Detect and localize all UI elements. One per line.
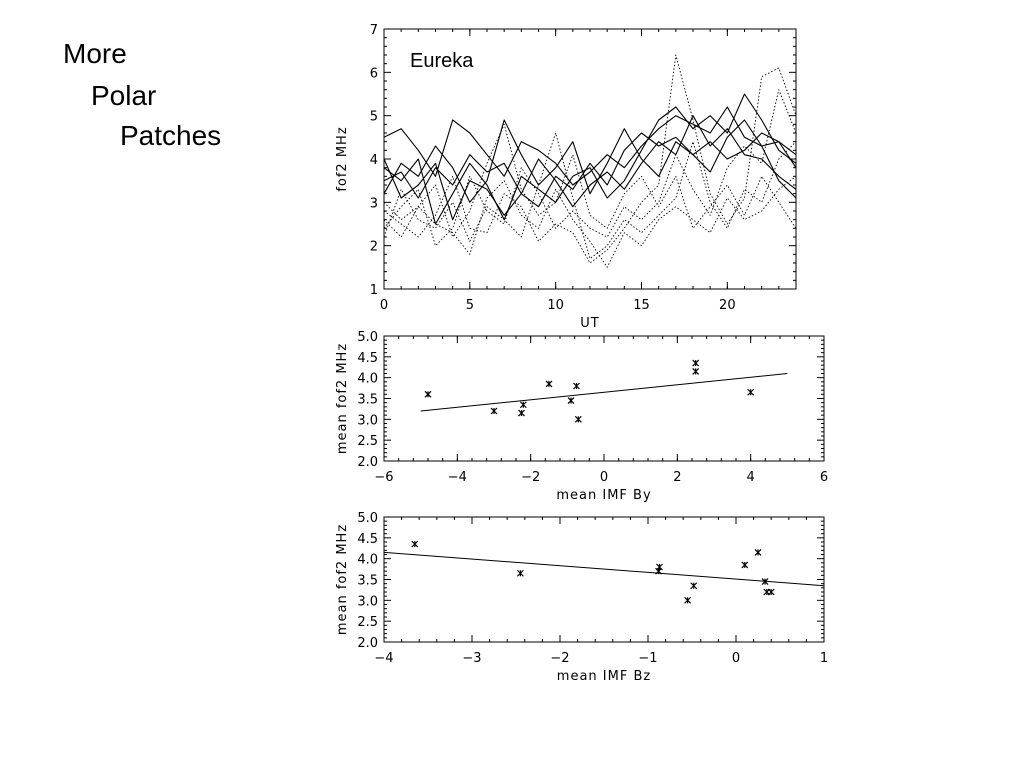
y-tick-label: 7 (370, 23, 378, 38)
x-tick-label: −6 (374, 470, 393, 485)
scatter-point (692, 367, 700, 375)
series-line (383, 54, 797, 264)
scatter-point (741, 561, 749, 569)
chart-2 (383, 335, 825, 462)
series-line (383, 106, 797, 186)
y-tick-label: 4.5 (357, 532, 378, 547)
series-line (383, 89, 797, 247)
x-tick-label: −4 (448, 470, 467, 485)
scatter-point (754, 548, 762, 556)
annotation-eureka: Eureka (410, 50, 474, 72)
x-tick-label: −4 (374, 651, 393, 666)
series-line (383, 93, 797, 225)
y-axis-label: fof2 MHz (335, 126, 350, 191)
scatter-point (545, 380, 553, 388)
x-axis-label: UT (580, 316, 599, 331)
x-tick-label: 0 (380, 298, 388, 313)
y-tick-label: 2.0 (357, 636, 378, 651)
y-tick-label: 1 (370, 283, 378, 298)
y-tick-label: 4 (370, 153, 378, 168)
plot-frame (383, 516, 825, 643)
x-tick-label: 10 (547, 298, 564, 313)
slide-title-line-2: Polar (91, 80, 157, 111)
x-tick-label: −1 (638, 651, 657, 666)
scatter-point (574, 415, 582, 423)
y-tick-label: 3.5 (357, 574, 378, 589)
scatter-point (692, 359, 700, 367)
y-tick-label: 3.5 (357, 393, 378, 408)
x-tick-label: −3 (462, 651, 481, 666)
series-line (383, 115, 797, 208)
chart-3 (383, 516, 825, 643)
scatter-point (518, 409, 525, 417)
chart-1 (383, 28, 797, 290)
x-tick-label: 1 (820, 651, 828, 666)
scatter-point (690, 582, 698, 590)
series-line (383, 132, 797, 221)
scatter-point (424, 390, 432, 398)
x-tick-label: −2 (521, 470, 540, 485)
fit-line (420, 373, 788, 412)
y-tick-label: 5.0 (357, 511, 378, 526)
scatter-point (567, 397, 575, 405)
y-axis-label: mean fof2 MHz (335, 524, 350, 635)
scatter-point (516, 569, 524, 577)
y-tick-label: 2.0 (357, 455, 378, 470)
y-tick-label: 5.0 (357, 330, 378, 345)
x-tick-label: 4 (747, 470, 755, 485)
y-tick-label: 2.5 (357, 434, 378, 449)
scatter-point (490, 407, 498, 415)
slide-title-line-1: More (63, 38, 127, 69)
x-tick-label: 2 (673, 470, 681, 485)
y-axis-label: mean fof2 MHz (335, 343, 350, 454)
series-line (383, 175, 797, 268)
scatter-point (656, 563, 663, 571)
y-tick-label: 5 (370, 110, 378, 125)
y-tick-label: 2.5 (357, 615, 378, 630)
y-tick-label: 4.0 (357, 372, 378, 387)
x-tick-label: 20 (719, 298, 736, 313)
x-axis-label: mean IMF Bz (557, 669, 651, 684)
x-axis-label: mean IMF By (556, 488, 651, 503)
scatter-point (684, 596, 692, 604)
series-line (383, 119, 797, 203)
y-tick-label: 4.0 (357, 553, 378, 568)
y-tick-label: 6 (370, 66, 378, 81)
x-tick-label: 6 (820, 470, 828, 485)
scatter-point (519, 401, 527, 409)
y-tick-label: 3.0 (357, 594, 378, 609)
slide-title-line-3: Patches (120, 120, 222, 151)
x-tick-label: 5 (466, 298, 474, 313)
fit-line (383, 551, 825, 587)
x-tick-label: 0 (732, 651, 740, 666)
x-tick-label: −2 (550, 651, 569, 666)
y-tick-label: 2 (370, 240, 378, 255)
plot-frame (383, 335, 825, 462)
scatter-point (411, 540, 419, 548)
x-tick-label: 0 (600, 470, 608, 485)
scatter-point (573, 382, 580, 390)
x-tick-label: 15 (633, 298, 650, 313)
scatter-point (747, 388, 755, 396)
y-tick-label: 4.5 (357, 351, 378, 366)
y-tick-label: 3.0 (357, 413, 378, 428)
scatter-point (767, 588, 775, 596)
y-tick-label: 3 (370, 196, 378, 211)
